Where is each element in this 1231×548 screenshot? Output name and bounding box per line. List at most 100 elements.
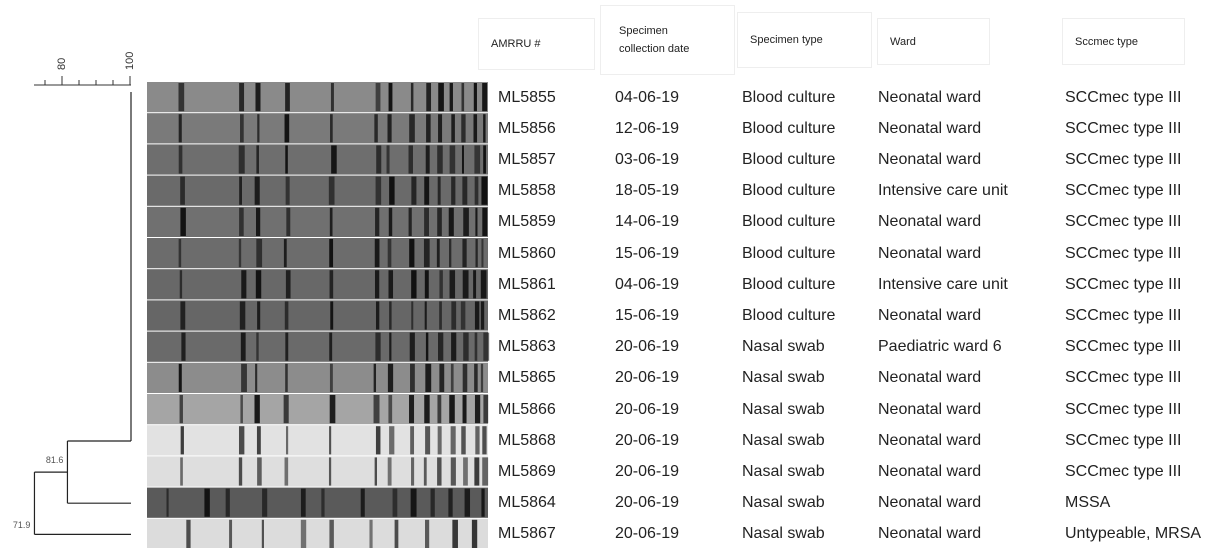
table-cell: Intensive care unit [878, 275, 1008, 293]
table-cell: Blood culture [742, 213, 836, 231]
gel-band [480, 301, 485, 330]
gel-band [392, 488, 398, 517]
gel-band [285, 363, 288, 392]
gel-band [374, 270, 380, 299]
gel-band [448, 207, 454, 236]
gel-band [473, 114, 478, 143]
gel-band [388, 207, 393, 236]
gel-band [408, 145, 413, 174]
gel-band [373, 395, 380, 424]
gel-band [439, 363, 445, 392]
table-cell: Nasal swab [742, 369, 825, 387]
gel-band [285, 270, 291, 299]
node-label: 81.6 [46, 455, 64, 465]
gel-lane [147, 113, 488, 144]
gel-band [387, 457, 392, 486]
gel-band [462, 395, 467, 424]
gel-band [241, 363, 247, 392]
gel-band [388, 395, 393, 424]
table-cell: Blood culture [742, 244, 836, 262]
gel-band [387, 114, 392, 143]
gel-band [375, 176, 382, 205]
gel-band [373, 363, 377, 392]
gel-band [329, 239, 334, 268]
table-cell: 15-06-19 [615, 244, 680, 262]
table-cell: SCCmec type III [1065, 213, 1182, 231]
gel-band [408, 207, 412, 236]
gel-band [254, 395, 260, 424]
gel-band [481, 176, 488, 205]
gel-band [285, 176, 290, 205]
table-cell: ML5855 [498, 88, 556, 106]
gel-band [330, 83, 334, 112]
gel-band [257, 301, 261, 330]
gel-band [257, 114, 260, 143]
gel-band [437, 426, 442, 455]
table-cell: Neonatal ward [878, 244, 982, 262]
gel-band [411, 301, 414, 330]
table-cell: Neonatal ward [878, 213, 982, 231]
table-cell: ML5866 [498, 400, 556, 418]
gel-lane [147, 175, 488, 206]
table-cell: Neonatal ward [878, 400, 982, 418]
gel-band [388, 270, 394, 299]
gel-band [181, 332, 186, 361]
gel-band [239, 176, 243, 205]
table-cell: Neonatal ward [878, 431, 982, 449]
gel-band [461, 145, 464, 174]
gel-band [474, 301, 480, 330]
gel-band [482, 457, 489, 486]
column-header: Ward [877, 18, 990, 65]
table-cell: ML5857 [498, 151, 556, 168]
table-cell: Neonatal ward [878, 369, 982, 387]
node-label: 71.9 [13, 520, 31, 530]
gel-band [328, 176, 335, 205]
gel-band [471, 519, 478, 548]
gel-band [330, 114, 333, 143]
gel-band [425, 426, 431, 455]
gel-lane [147, 456, 488, 487]
gel-band [475, 426, 480, 455]
gel-band [430, 488, 435, 517]
gel-band [424, 270, 429, 299]
table-cell: 20-06-19 [615, 338, 680, 356]
gel-band [180, 301, 186, 330]
table-cell: ML5859 [498, 213, 556, 231]
gel-band [388, 83, 393, 112]
gel-band [438, 83, 444, 112]
gel-band [285, 332, 289, 361]
gel-band [474, 145, 481, 174]
gel-band [411, 176, 417, 205]
gel-band [425, 519, 430, 548]
table-cell: Blood culture [742, 182, 836, 200]
gel-band [438, 332, 444, 361]
gel-band [238, 426, 245, 455]
gel-band [463, 457, 468, 486]
table-cell: Nasal swab [742, 494, 825, 512]
table-cell: ML5856 [498, 119, 556, 137]
table-cell: SCCmec type III [1065, 338, 1182, 356]
gel-band [254, 176, 260, 205]
gel-band [480, 270, 487, 299]
gel-band [474, 363, 478, 392]
gel-band [255, 207, 261, 236]
gel-band [423, 239, 430, 268]
gel-band [482, 83, 488, 112]
gel-band [463, 207, 469, 236]
gel-band [410, 426, 415, 455]
gel-band [329, 332, 333, 361]
table-cell: Nasal swab [742, 525, 825, 543]
gel-band [482, 207, 488, 236]
gel-band [481, 239, 484, 268]
gel-band [389, 426, 395, 455]
gel-band [483, 145, 486, 174]
gel-band [480, 363, 484, 392]
gel-band [426, 83, 432, 112]
gel-band [255, 363, 258, 392]
gel-band [284, 114, 290, 143]
gel-band [425, 332, 429, 361]
gel-band [329, 426, 332, 455]
gel-band [436, 239, 440, 268]
table-cell: ML5863 [498, 338, 556, 356]
